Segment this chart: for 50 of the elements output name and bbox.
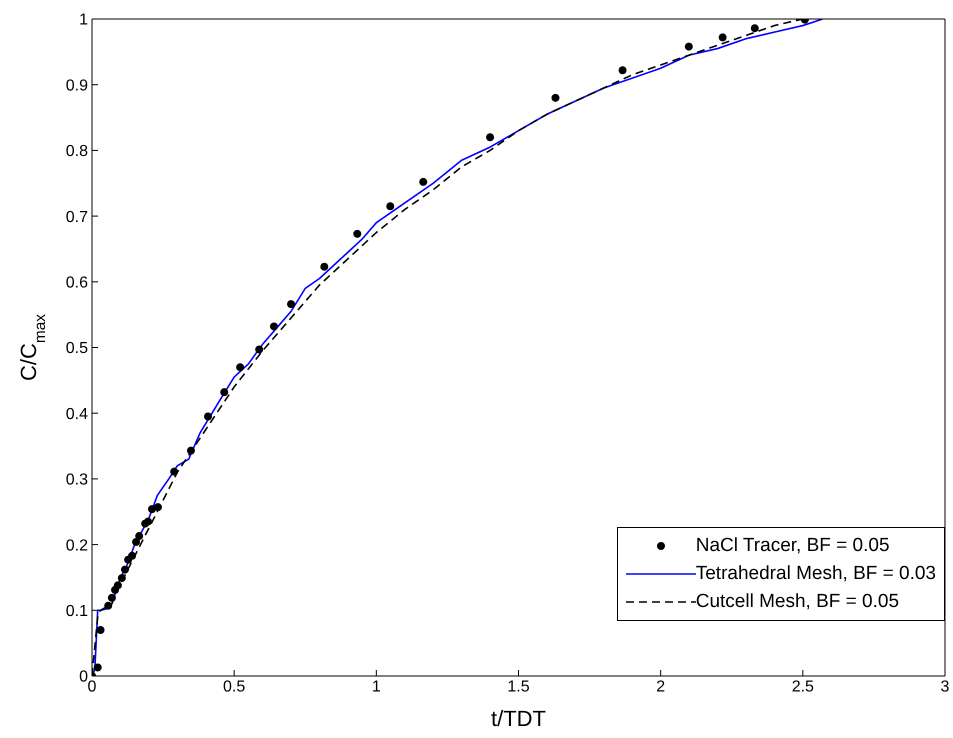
point bbox=[718, 33, 727, 42]
point bbox=[186, 446, 195, 455]
point bbox=[419, 178, 428, 186]
y-tick-label: 1 bbox=[79, 12, 88, 29]
point bbox=[154, 503, 162, 512]
x-tick-label: 3 bbox=[940, 678, 950, 696]
point bbox=[287, 300, 296, 308]
point bbox=[236, 363, 244, 372]
x-tick-label: 0.5 bbox=[223, 678, 246, 696]
point bbox=[750, 24, 759, 32]
y-tick-label: 0.5 bbox=[66, 340, 88, 358]
point bbox=[114, 581, 122, 590]
point bbox=[144, 518, 152, 526]
x-tick-label: 1.5 bbox=[507, 678, 530, 696]
point bbox=[486, 133, 494, 142]
point bbox=[96, 626, 105, 634]
point bbox=[108, 594, 116, 602]
point bbox=[170, 468, 178, 476]
point bbox=[618, 66, 627, 74]
point bbox=[104, 602, 112, 610]
y-tick-label: 0.6 bbox=[66, 274, 88, 292]
point bbox=[255, 345, 264, 354]
y-tick-label: 0.2 bbox=[66, 537, 88, 554]
x-tick-label: 1 bbox=[372, 678, 381, 696]
y-tick-label: 0.1 bbox=[66, 602, 88, 620]
legend-label: Tetrahedral Mesh, BF = 0.03 bbox=[696, 563, 936, 585]
y-tick-label: 0.7 bbox=[66, 208, 88, 226]
y-tick-label: 0.3 bbox=[66, 472, 88, 489]
point bbox=[128, 552, 136, 560]
point bbox=[386, 202, 394, 210]
x-tick-label: 2.5 bbox=[792, 678, 814, 696]
x-axis-title: t/TDT bbox=[491, 706, 546, 731]
point bbox=[551, 94, 560, 102]
y-tick-label: 0.9 bbox=[66, 77, 88, 94]
legend-label: NaCl Tracer, BF = 0.05 bbox=[696, 535, 890, 557]
point bbox=[270, 322, 278, 330]
point bbox=[353, 230, 362, 238]
y-tick-label: 0.8 bbox=[66, 143, 88, 160]
legend-label: Cutcell Mesh, BF = 0.05 bbox=[696, 591, 900, 613]
point bbox=[118, 574, 126, 582]
x-tick-label: 2 bbox=[656, 678, 666, 696]
point bbox=[120, 566, 129, 574]
point bbox=[204, 412, 212, 420]
point bbox=[220, 388, 228, 396]
point bbox=[94, 663, 102, 672]
point bbox=[135, 532, 144, 540]
point bbox=[132, 538, 140, 546]
y-tick-label: 0.4 bbox=[66, 406, 88, 423]
point bbox=[684, 42, 693, 51]
point bbox=[320, 262, 328, 271]
